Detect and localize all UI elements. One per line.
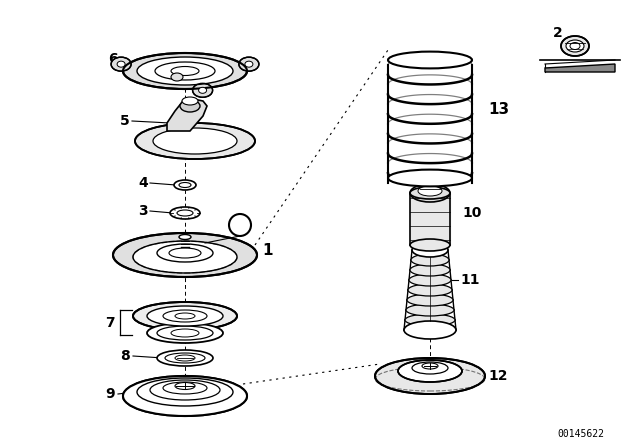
Ellipse shape [157, 244, 213, 262]
Ellipse shape [405, 314, 455, 326]
Ellipse shape [113, 233, 257, 277]
Ellipse shape [412, 243, 448, 257]
Ellipse shape [404, 324, 456, 336]
Ellipse shape [175, 313, 195, 319]
Ellipse shape [193, 83, 212, 97]
Ellipse shape [410, 264, 450, 276]
Ellipse shape [418, 186, 442, 196]
Ellipse shape [566, 40, 584, 52]
Ellipse shape [406, 304, 454, 316]
Ellipse shape [133, 241, 237, 273]
Ellipse shape [404, 321, 456, 339]
Ellipse shape [407, 294, 453, 306]
Text: 9: 9 [106, 387, 115, 401]
Text: 1: 1 [262, 242, 273, 258]
Ellipse shape [163, 310, 207, 322]
Ellipse shape [111, 57, 131, 71]
Ellipse shape [410, 184, 450, 202]
Ellipse shape [198, 87, 207, 93]
Ellipse shape [123, 376, 247, 416]
Text: 4: 4 [138, 176, 148, 190]
Text: 11: 11 [460, 273, 479, 287]
Ellipse shape [411, 254, 449, 266]
Ellipse shape [153, 128, 237, 154]
Polygon shape [420, 250, 440, 330]
Ellipse shape [163, 382, 207, 394]
Ellipse shape [133, 302, 237, 330]
Ellipse shape [180, 100, 200, 112]
Ellipse shape [137, 57, 233, 85]
Text: 2: 2 [553, 26, 563, 40]
Polygon shape [167, 99, 207, 131]
Circle shape [229, 214, 251, 236]
Ellipse shape [388, 52, 472, 69]
Ellipse shape [147, 306, 223, 326]
Ellipse shape [398, 360, 462, 382]
Ellipse shape [561, 36, 589, 56]
Ellipse shape [174, 180, 196, 190]
Text: 2: 2 [235, 218, 245, 232]
Ellipse shape [147, 323, 223, 343]
Ellipse shape [157, 350, 213, 366]
Ellipse shape [117, 61, 125, 67]
Ellipse shape [169, 248, 201, 258]
Ellipse shape [388, 170, 472, 186]
Ellipse shape [179, 234, 191, 240]
Text: 6: 6 [108, 52, 118, 66]
Ellipse shape [135, 123, 255, 159]
Ellipse shape [123, 376, 247, 416]
Text: 10: 10 [462, 206, 481, 220]
Ellipse shape [179, 182, 191, 188]
Ellipse shape [245, 61, 253, 67]
Ellipse shape [408, 284, 452, 296]
Ellipse shape [137, 378, 233, 406]
Ellipse shape [157, 326, 213, 340]
Ellipse shape [175, 355, 195, 361]
Ellipse shape [171, 73, 183, 81]
Text: 7: 7 [106, 316, 115, 330]
Ellipse shape [182, 97, 198, 105]
Polygon shape [545, 64, 615, 72]
Ellipse shape [170, 207, 200, 219]
Text: 3: 3 [138, 204, 148, 218]
Ellipse shape [375, 358, 485, 394]
Ellipse shape [410, 239, 450, 251]
Text: 13: 13 [488, 102, 509, 116]
Ellipse shape [412, 362, 448, 374]
Ellipse shape [410, 187, 450, 199]
Ellipse shape [171, 329, 199, 337]
Text: 12: 12 [488, 369, 508, 383]
Text: 8: 8 [120, 349, 130, 363]
Ellipse shape [150, 380, 220, 400]
Ellipse shape [165, 353, 205, 363]
Ellipse shape [177, 210, 193, 216]
Ellipse shape [422, 363, 438, 369]
Ellipse shape [171, 66, 199, 76]
Ellipse shape [409, 274, 451, 286]
Ellipse shape [155, 62, 215, 80]
Polygon shape [410, 193, 450, 245]
Ellipse shape [239, 57, 259, 71]
Text: 5: 5 [120, 114, 130, 128]
Text: 00145622: 00145622 [557, 429, 605, 439]
Ellipse shape [123, 53, 247, 89]
Ellipse shape [570, 43, 580, 49]
Ellipse shape [175, 383, 195, 389]
